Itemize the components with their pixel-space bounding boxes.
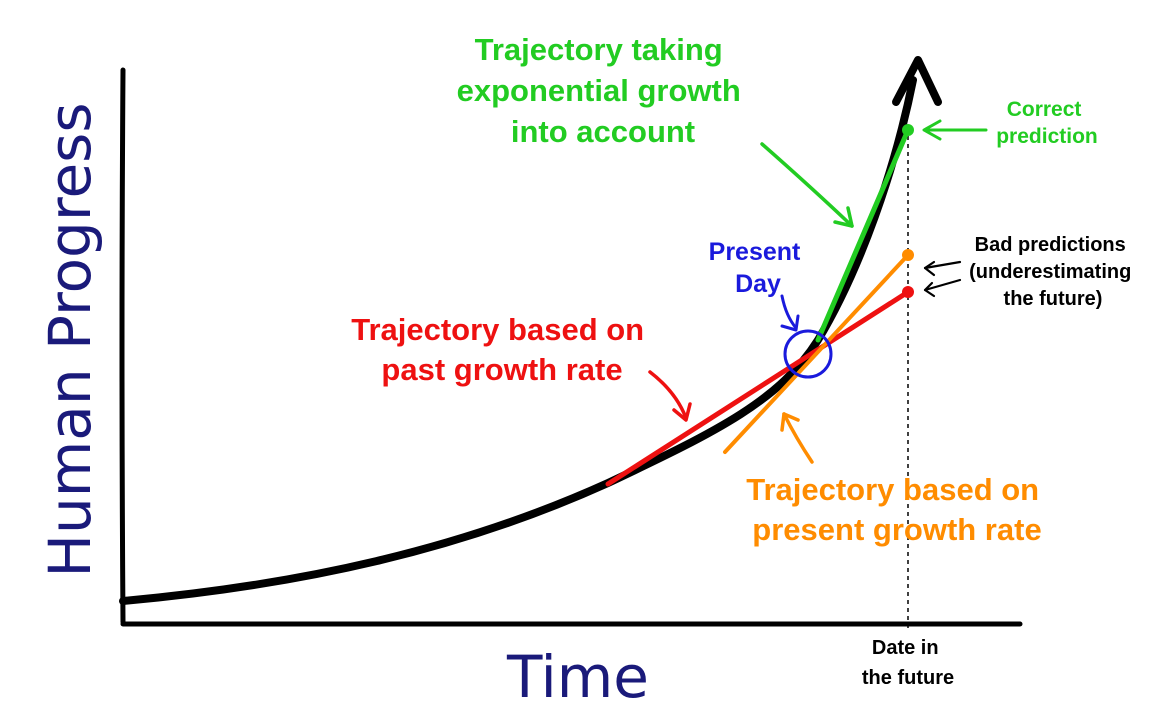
exponential-label-line-1: Trajectory taking: [475, 32, 723, 67]
past-pointer-arrow: [648, 370, 692, 422]
correct-pointer-arrow: [922, 119, 988, 141]
correct-label-line-2: prediction: [996, 125, 1098, 148]
curve-arrowhead: [892, 56, 942, 106]
present-rate-line-1: Trajectory based on: [746, 472, 1039, 507]
progress-curve: [119, 76, 917, 605]
present-day-line-2: Day: [735, 270, 781, 298]
exponential-label-line-2: exponential growth: [457, 73, 741, 108]
bad-label-line-3: the future): [1004, 288, 1103, 310]
exponential-trajectory-line: [815, 127, 911, 343]
present-day-line-1: Present: [709, 238, 801, 266]
present-day-label: Present Day: [709, 238, 808, 298]
bad-predictions-label: Bad predictions (underestimating the fut…: [969, 234, 1137, 310]
exponential-label: Trajectory taking exponential growth int…: [457, 32, 750, 149]
y-axis-title: Human Progress: [36, 102, 104, 577]
bad-label-line-2: (underestimating: [969, 261, 1131, 283]
correct-prediction-dot: [902, 124, 914, 136]
past-rate-line-2: past growth rate: [381, 352, 622, 387]
future-tick-line-2: the future: [862, 667, 954, 689]
correct-prediction-label: Correct prediction: [996, 98, 1098, 148]
future-tick-line-1: Date in: [872, 637, 939, 659]
bad-pointer-arrows: [923, 260, 962, 298]
present-rate-label: Trajectory based on present growth rate: [746, 472, 1048, 547]
present-day-circle: [783, 329, 833, 379]
exponential-label-line-3: into account: [511, 114, 695, 149]
past-rate-line-1: Trajectory based on: [351, 312, 644, 347]
past-prediction-dot: [902, 286, 914, 298]
present-trajectory-line: [723, 253, 910, 454]
past-rate-label: Trajectory based on past growth rate: [351, 312, 653, 387]
exponential-pointer-arrow: [760, 142, 854, 228]
x-axis-title: Time: [506, 643, 649, 711]
present-rate-line-2: present growth rate: [752, 512, 1041, 547]
past-trajectory-line: [605, 289, 911, 487]
y-axis: [119, 67, 126, 625]
present-rate-pointer-arrow: [780, 412, 814, 464]
correct-label-line-1: Correct: [1007, 98, 1082, 121]
present-prediction-dot: [902, 249, 914, 261]
future-tick-label: Date in the future: [862, 637, 954, 689]
bad-label-line-1: Bad predictions: [975, 234, 1126, 256]
present-day-pointer-arrow: [780, 294, 800, 332]
